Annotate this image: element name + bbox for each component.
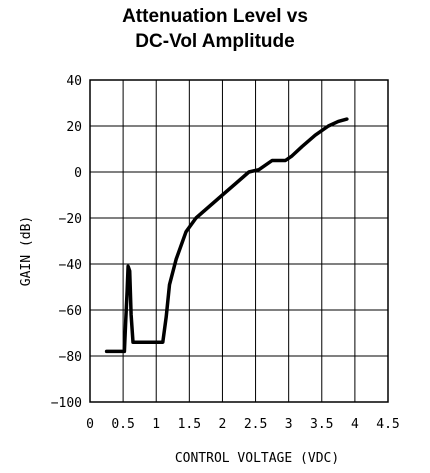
plot-frame xyxy=(89,79,389,403)
x-tick-label: 0.5 xyxy=(111,417,134,432)
x-tick-label: 4.5 xyxy=(376,417,399,432)
y-tick-label: −100 xyxy=(51,396,82,411)
y-tick-label: −20 xyxy=(59,212,82,227)
y-axis-label: GAIN (dB) xyxy=(19,216,34,286)
x-tick-label: 1 xyxy=(152,417,160,432)
x-tick-label: 3 xyxy=(285,417,293,432)
x-tick-label: 1.5 xyxy=(178,417,201,432)
chart-title-line-1: Attenuation Level vs xyxy=(122,6,308,27)
y-tick-label: −80 xyxy=(59,350,82,365)
x-tick-label: 4 xyxy=(351,417,359,432)
x-tick-label: 2 xyxy=(219,417,227,432)
y-tick-label: −40 xyxy=(59,258,82,273)
y-tick-label: −60 xyxy=(59,304,82,319)
chart-title-line-2: DC-Vol Amplitude xyxy=(135,31,295,52)
gain-curve xyxy=(104,117,349,354)
y-tick-label: 20 xyxy=(66,120,82,135)
grid xyxy=(89,79,389,403)
y-tick-label: 40 xyxy=(66,74,82,89)
x-axis-label: CONTROL VOLTAGE (VDC) xyxy=(175,451,339,466)
y-tick-labels: 40 20 0 −20 −40 −60 −80 −100 xyxy=(51,74,82,411)
x-tick-label: 0 xyxy=(86,417,94,432)
y-tick-label: 0 xyxy=(74,166,82,181)
x-tick-labels: 0 0.5 1 1.5 2 2.5 3 3.5 4 4.5 xyxy=(86,417,400,432)
x-tick-label: 2.5 xyxy=(244,417,267,432)
x-tick-label: 3.5 xyxy=(310,417,333,432)
